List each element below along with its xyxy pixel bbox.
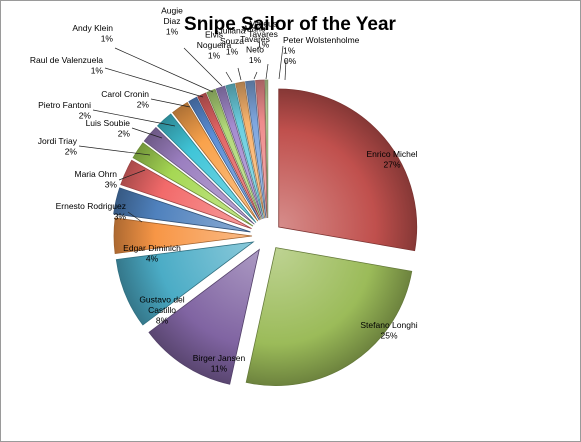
leader-line-augie-diaz <box>183 47 223 87</box>
leader-line-elvis-nogueira <box>225 71 233 83</box>
leader-line-slice-19 <box>284 59 287 81</box>
pie-slice-carol-cronin <box>172 101 259 222</box>
pie-slice-ernesto-rodriguez <box>113 187 251 233</box>
pie-slice-stefano-longhi <box>245 247 413 387</box>
slice-label-raul-de-valenzuela: Raul de Valenzuela 1% <box>30 55 104 76</box>
slice-label-enrico-michel: Enrico Michel 27% <box>366 149 417 170</box>
pie-slice-maria-ohrn <box>120 159 252 230</box>
slice-label-edgar-diminich: Edgar Diminich 4% <box>123 243 181 264</box>
pie-slice-andy-klein <box>197 92 261 220</box>
leader-line-mario-tavares-neto <box>253 71 258 80</box>
slice-label-luis-soubie: Luis Soubie 2% <box>86 118 131 139</box>
leader-line-juliana-souza <box>237 67 242 81</box>
pie-slice-pietro-fantoni <box>156 113 257 223</box>
slice-label-andy-klein: Andy Klein 1% <box>72 23 113 44</box>
slice-label-peter-wolstenholme: Peter Wolstenholme 1% <box>283 35 360 56</box>
leader-line-pietro-fantoni <box>92 109 176 127</box>
slice-label-maria-ohrn: Maria Ohrn 3% <box>74 169 117 190</box>
pie-slice-edgar-diminich <box>113 217 253 254</box>
slice-label-pietro-fantoni: Pietro Fantoni 2% <box>38 100 91 121</box>
slice-label-gustavo-del-castillo: Gustavo del Castillo 8% <box>139 295 184 326</box>
slice-label-mateus-tavares: Mateus Tavares 1% <box>248 19 278 50</box>
slice-label-stefano-longhi: Stefano Longhi 25% <box>360 320 417 341</box>
pie-slice-jordi-triay <box>132 142 254 227</box>
slice-label-juliana-souza: Juliana Souza 1% <box>219 26 246 57</box>
slice-label-jordi-triay: Jordi Triay 2% <box>38 136 78 157</box>
leader-line-mateus-tavares <box>265 63 269 80</box>
slice-label-elvis-nogueira: Elvis Nogueira 1% <box>197 30 232 61</box>
slice-label-carol-cronin: Carol Cronin 2% <box>101 89 149 110</box>
pie-slice-juliana-souza <box>225 83 265 219</box>
pie-slice-slice-19 <box>264 79 269 219</box>
slice-label-mario-tavares-neto: Mario Tavares Neto 1% <box>240 23 270 65</box>
pie-slice-peter-wolstenholme <box>255 79 268 219</box>
leader-line-maria-ohrn <box>118 169 146 181</box>
pie-slice-mario-tavares-neto <box>235 81 266 219</box>
slice-label-augie-diaz: Augie Diaz 1% <box>161 6 183 37</box>
leader-line-raul-de-valenzuela <box>104 67 204 98</box>
pie-slice-mateus-tavares <box>245 80 267 219</box>
leader-line-andy-klein <box>114 47 214 93</box>
slice-label-ernesto-rodriguez: Ernesto Rodriguez 3% <box>56 201 127 222</box>
leader-line-carol-cronin <box>150 98 191 108</box>
pie-slice-enrico-michel <box>278 88 418 252</box>
chart-title: Snipe Sailor of the Year <box>184 14 396 35</box>
pie-slice-gustavo-del-castillo <box>115 241 255 326</box>
leader-line-jordi-triay <box>78 145 151 156</box>
leader-line-luis-soubie <box>131 127 163 139</box>
slice-label-birger-jansen: Birger Jansen 11% <box>193 353 246 374</box>
pie-slice-birger-jansen <box>148 248 260 385</box>
leader-line-ernesto-rodriguez <box>127 211 143 223</box>
pie-slice-raul-de-valenzuela <box>188 96 260 221</box>
pie-slice-elvis-nogueira <box>215 85 263 219</box>
slice-label-slice-19: 0% <box>284 56 297 66</box>
leader-line-peter-wolstenholme <box>278 45 284 80</box>
